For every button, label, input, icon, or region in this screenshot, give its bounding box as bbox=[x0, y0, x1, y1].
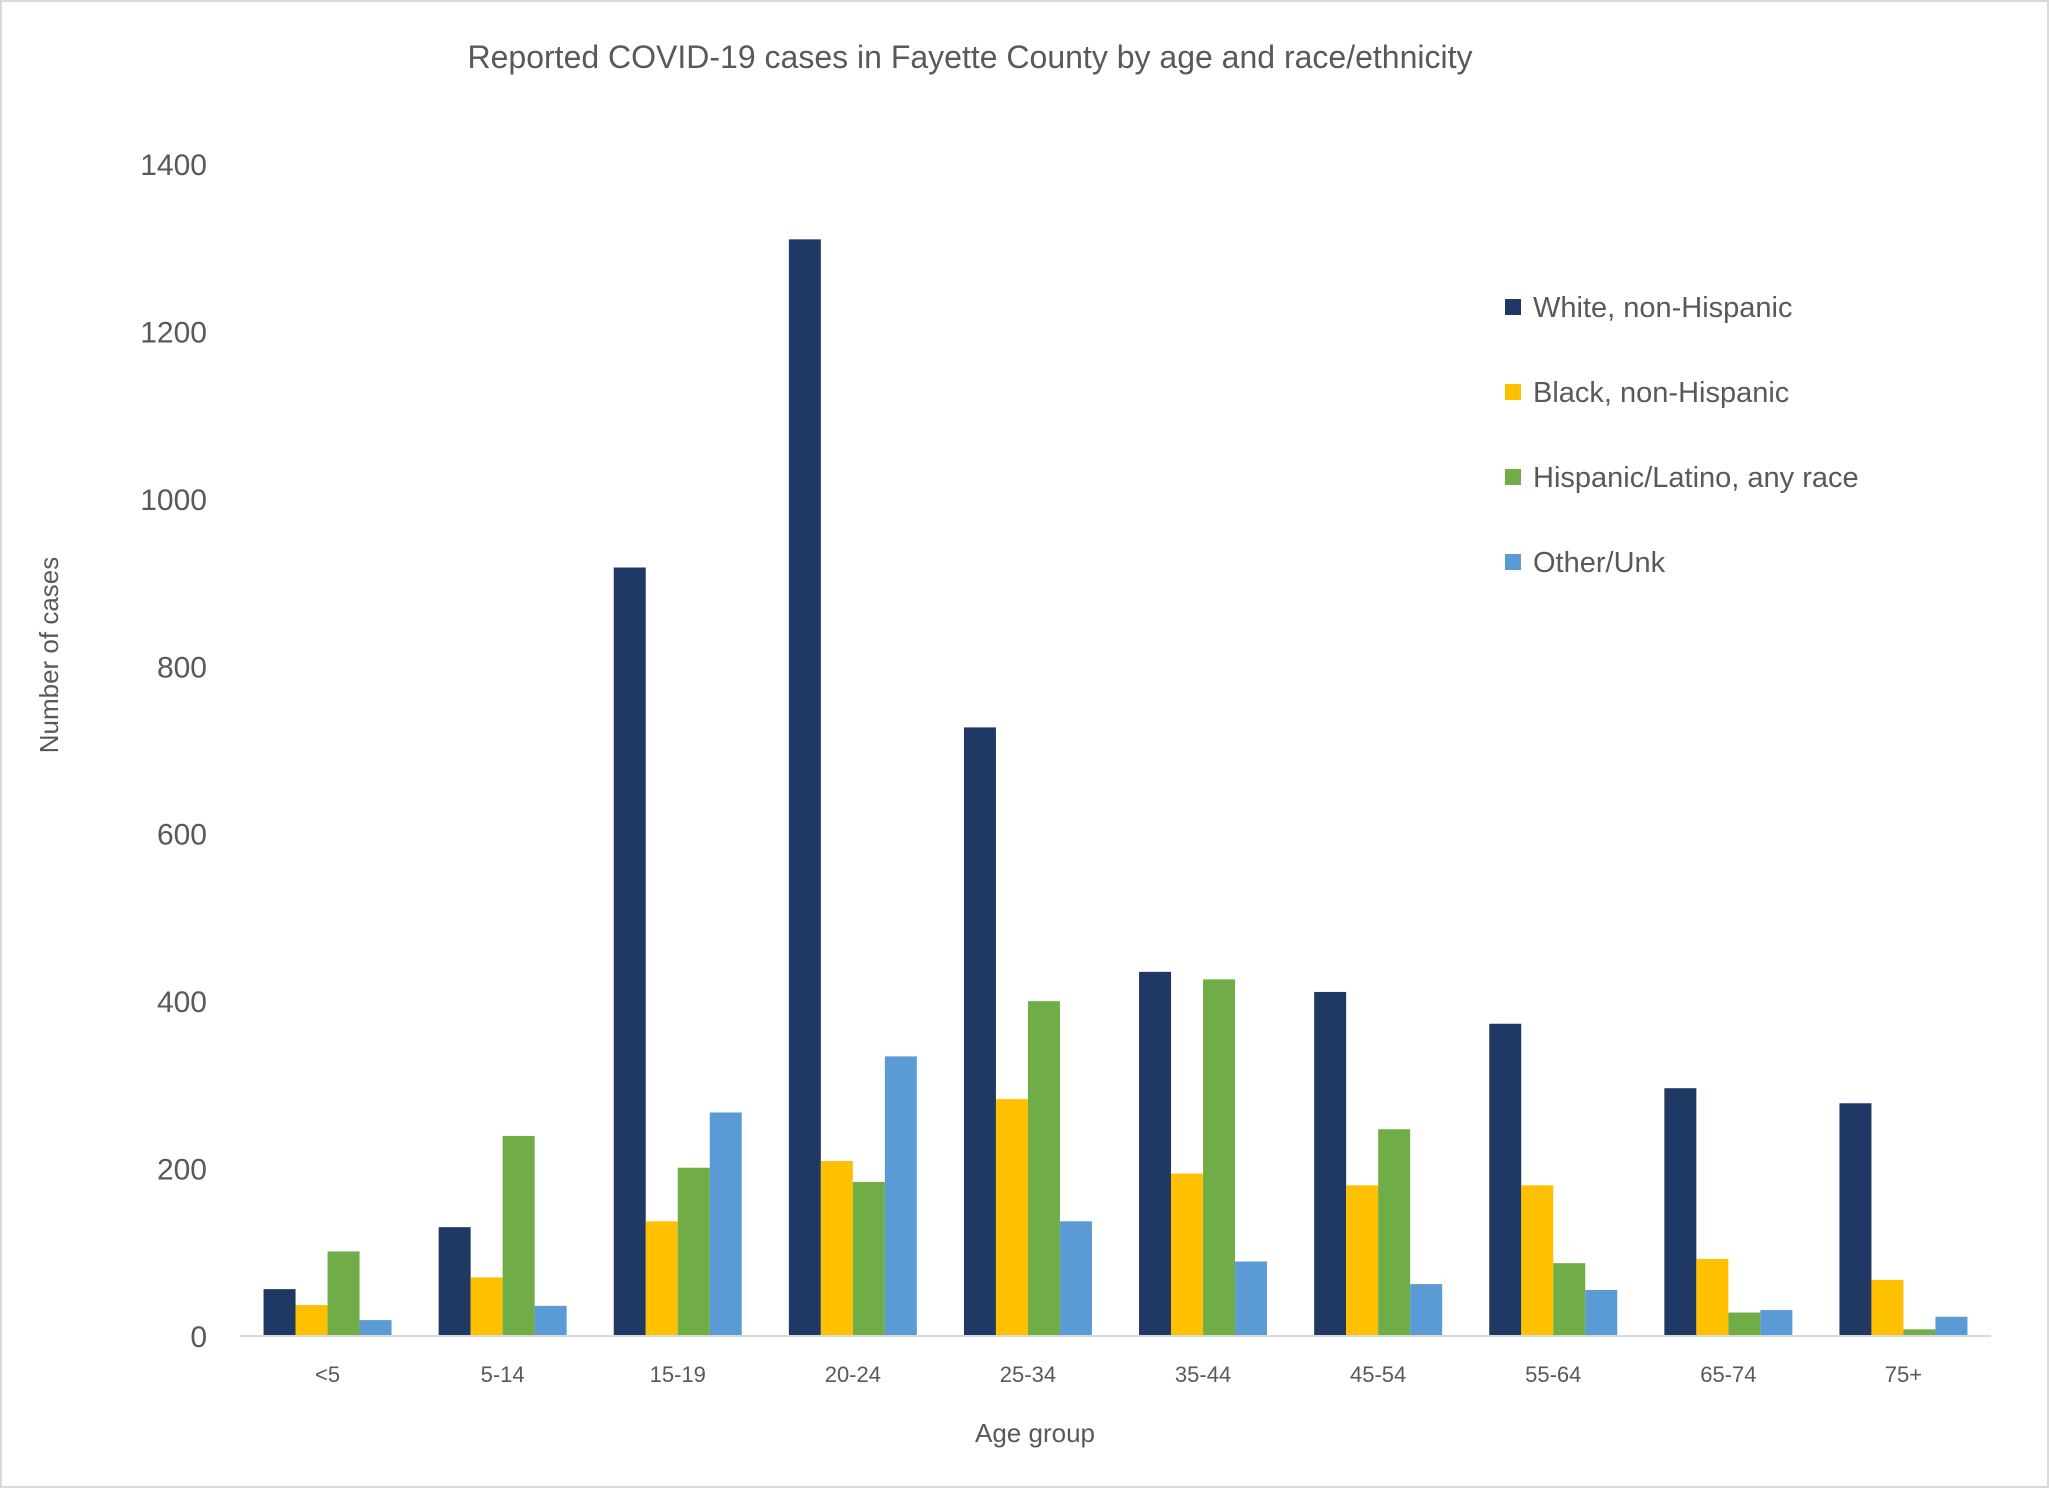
legend-swatch bbox=[1505, 554, 1521, 570]
y-axis: 0 200 400 600 800 1000 1200 1400 bbox=[140, 149, 207, 1354]
x-tick-label: 15-19 bbox=[650, 1362, 706, 1387]
x-tick-label: <5 bbox=[315, 1362, 340, 1387]
x-tick-label: 35-44 bbox=[1175, 1362, 1231, 1387]
bar bbox=[1553, 1263, 1586, 1336]
y-tick-label: 1200 bbox=[140, 316, 207, 349]
bar bbox=[1489, 1023, 1522, 1336]
bar bbox=[677, 1167, 710, 1336]
bar bbox=[709, 1112, 742, 1336]
bar bbox=[1664, 1088, 1697, 1336]
bar bbox=[534, 1305, 567, 1336]
legend-swatch bbox=[1505, 469, 1521, 485]
y-tick-label: 800 bbox=[157, 651, 207, 684]
bar bbox=[1935, 1316, 1968, 1336]
bar bbox=[884, 1056, 917, 1336]
bar bbox=[963, 727, 996, 1336]
bar bbox=[1314, 991, 1347, 1336]
bar bbox=[1585, 1289, 1618, 1336]
x-tick-label: 65-74 bbox=[1700, 1362, 1756, 1387]
bar bbox=[470, 1277, 503, 1336]
bar bbox=[359, 1320, 392, 1336]
bar bbox=[1696, 1258, 1729, 1336]
legend-label: Hispanic/Latino, any race bbox=[1533, 462, 1859, 494]
bar bbox=[1027, 1001, 1060, 1336]
bar bbox=[788, 239, 821, 1336]
bar bbox=[820, 1161, 853, 1336]
bar bbox=[295, 1305, 328, 1336]
x-tick-label: 25-34 bbox=[1000, 1362, 1056, 1387]
legend: White, non-Hispanic Black, non-Hispanic Hi… bbox=[1505, 292, 1859, 579]
bar bbox=[613, 567, 646, 1336]
y-tick-label: 600 bbox=[157, 819, 207, 852]
bar bbox=[1871, 1279, 1904, 1336]
y-tick-label: 0 bbox=[190, 1321, 207, 1354]
bar bbox=[1839, 1103, 1872, 1336]
y-tick-label: 1400 bbox=[140, 149, 207, 182]
x-axis-label: Age group bbox=[975, 1418, 1095, 1448]
bar bbox=[1903, 1329, 1936, 1336]
bar bbox=[1235, 1261, 1268, 1336]
bar bbox=[502, 1135, 535, 1336]
y-axis-label: Number of cases bbox=[34, 557, 64, 754]
legend-swatch bbox=[1505, 299, 1521, 315]
legend-swatch bbox=[1505, 384, 1521, 400]
x-tick-label: 5-14 bbox=[481, 1362, 525, 1387]
legend-label: White, non-Hispanic bbox=[1533, 292, 1793, 324]
bar bbox=[995, 1099, 1028, 1336]
x-tick-label: 20-24 bbox=[825, 1362, 881, 1387]
bar bbox=[327, 1251, 360, 1336]
bar bbox=[263, 1289, 296, 1336]
bar bbox=[852, 1181, 885, 1336]
bar bbox=[1059, 1221, 1092, 1336]
bar bbox=[1139, 971, 1172, 1336]
y-tick-label: 400 bbox=[157, 986, 207, 1019]
bar bbox=[1760, 1310, 1793, 1336]
bar bbox=[1378, 1129, 1411, 1336]
bar bbox=[1410, 1284, 1443, 1336]
y-tick-label: 200 bbox=[157, 1154, 207, 1187]
x-tick-label: 45-54 bbox=[1350, 1362, 1406, 1387]
bar bbox=[1728, 1312, 1761, 1336]
bar bbox=[1171, 1173, 1204, 1336]
chart-title: Reported COVID-19 cases in Fayette Count… bbox=[468, 39, 1473, 75]
bar bbox=[1521, 1185, 1554, 1336]
bars bbox=[263, 239, 1968, 1336]
bar bbox=[1346, 1185, 1379, 1336]
legend-label: Other/Unk bbox=[1533, 547, 1666, 579]
legend-label: Black, non-Hispanic bbox=[1533, 377, 1789, 409]
y-tick-label: 1000 bbox=[140, 484, 207, 517]
bar bbox=[1203, 979, 1236, 1336]
bar bbox=[438, 1227, 471, 1336]
x-axis: <5 5-14 15-19 20-24 25-34 35-44 45-54 55-64 65-7… bbox=[315, 1362, 1922, 1387]
bar bbox=[645, 1221, 678, 1336]
x-tick-label: 55-64 bbox=[1525, 1362, 1581, 1387]
x-tick-label: 75+ bbox=[1885, 1362, 1922, 1387]
